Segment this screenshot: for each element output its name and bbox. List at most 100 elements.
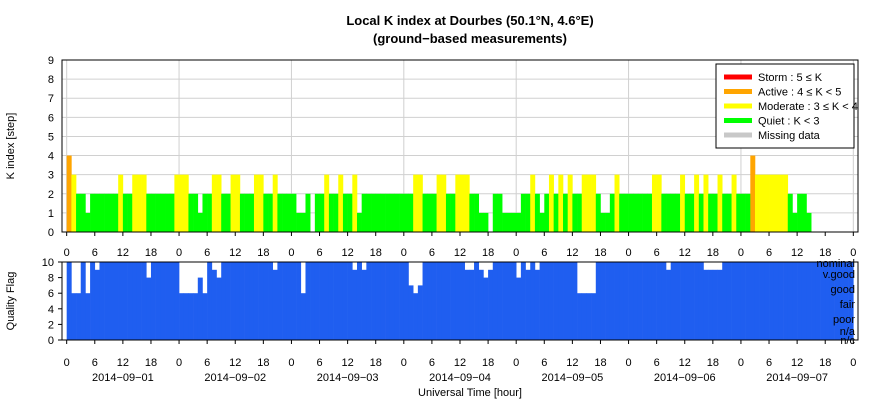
k-bar <box>609 193 615 232</box>
q-hour-tick-label: 18 <box>819 357 831 369</box>
k-bar <box>394 193 400 232</box>
k-bar <box>244 193 250 232</box>
quality-bar <box>132 262 138 340</box>
k-bar <box>745 193 751 232</box>
k-axis-label: K index [step] <box>5 113 17 180</box>
k-bar <box>239 193 245 232</box>
k-bar <box>113 193 119 232</box>
k-bar <box>300 212 306 232</box>
quality-bar <box>525 269 531 340</box>
quality-bar <box>708 269 714 340</box>
quality-bar <box>94 269 100 340</box>
k-hour-tick-label: 12 <box>791 247 803 259</box>
quality-bar <box>464 269 470 340</box>
k-bar <box>328 193 334 232</box>
k-bar <box>670 193 676 232</box>
k-bar <box>347 193 353 232</box>
quality-bar <box>792 262 798 340</box>
quality-bar <box>787 262 793 340</box>
quality-bar <box>99 262 105 340</box>
k-bar <box>127 193 133 232</box>
k-bar <box>174 174 180 232</box>
quality-bar <box>502 262 508 340</box>
k-bar <box>76 193 82 232</box>
quality-bar <box>268 262 274 340</box>
k-bar <box>764 174 770 232</box>
quality-bar <box>563 262 568 340</box>
k-bar <box>698 193 704 232</box>
quality-bar <box>431 262 437 340</box>
k-hour-tick-label: 12 <box>229 247 241 259</box>
k-bar <box>675 193 681 232</box>
k-bar <box>188 193 194 232</box>
quality-category-label: n/c <box>840 335 855 347</box>
k-hour-tick-label: 0 <box>64 247 70 259</box>
k-hour-tick-label: 6 <box>316 247 322 259</box>
quality-bar <box>207 262 213 340</box>
k-bar <box>759 174 765 232</box>
quality-bar <box>104 262 110 340</box>
quality-bar <box>815 262 821 340</box>
k-bar <box>455 174 461 232</box>
k-bar <box>155 193 161 232</box>
quality-bar <box>216 277 222 340</box>
k-bar <box>544 193 550 232</box>
quality-bar <box>492 262 498 340</box>
quality-bar <box>441 262 447 340</box>
k-bar <box>216 174 222 232</box>
quality-bar <box>211 269 217 340</box>
quality-bar <box>684 262 690 340</box>
quality-bar <box>811 262 817 340</box>
k-bar <box>792 212 798 232</box>
q-hour-tick-label: 6 <box>316 357 322 369</box>
chart-title: Local K index at Dourbes (50.1°N, 4.6°E) <box>346 13 593 28</box>
k-bar <box>85 212 91 232</box>
k-bar <box>474 193 480 232</box>
quality-bar <box>300 293 306 340</box>
quality-bar <box>417 285 423 340</box>
quality-bar <box>600 262 606 340</box>
quality-bar <box>806 262 812 340</box>
q-hour-tick-label: 0 <box>401 357 407 369</box>
k-bar <box>338 174 344 232</box>
k-tick-label: 8 <box>48 74 54 86</box>
quality-bar <box>820 262 826 340</box>
k-hour-tick-label: 0 <box>176 247 182 259</box>
q-tick-label: 0 <box>48 335 54 347</box>
k-bar <box>651 174 657 232</box>
q-hour-tick-label: 0 <box>64 357 70 369</box>
k-bar <box>783 174 789 232</box>
legend: Storm : 5 ≤ K Active : 4 ≤ K < 5 Moderate … <box>715 63 858 149</box>
k-bar <box>661 193 667 232</box>
quality-bar <box>324 262 330 340</box>
date-label: 2014−09−05 <box>541 372 603 384</box>
x-axis: 0 0 6 6 12 12 18 18 0 0 6 6 12 12 18 18 0 0 6 6 12 12 18 18 0 0 6 6… <box>64 232 856 384</box>
k-bar <box>94 193 100 232</box>
quality-category-label: poor <box>833 314 855 326</box>
quality-bar <box>623 262 629 340</box>
quality-bar <box>76 293 82 340</box>
quality-category-label: n/a <box>840 326 856 338</box>
k-hour-tick-label: 12 <box>341 247 353 259</box>
k-bar <box>577 193 583 232</box>
k-hour-tick-label: 18 <box>370 247 382 259</box>
k-bar <box>427 193 433 232</box>
quality-bar <box>759 262 765 340</box>
quality-bar <box>113 262 119 340</box>
q-hour-tick-label: 12 <box>679 357 691 369</box>
quality-bar <box>450 262 456 340</box>
k-bar <box>628 193 634 232</box>
k-bar <box>703 174 709 232</box>
k-bar <box>797 193 803 232</box>
quality-bar <box>90 262 96 340</box>
quality-bar <box>305 262 311 340</box>
quality-bar <box>637 262 643 340</box>
quality-bar <box>619 262 625 340</box>
k-bar <box>225 193 231 232</box>
k-bar <box>754 174 760 232</box>
k-hour-tick-label: 0 <box>401 247 407 259</box>
quality-bar <box>371 262 377 340</box>
quality-bar <box>347 262 353 340</box>
k-bar <box>506 212 512 232</box>
k-bar <box>258 174 264 232</box>
